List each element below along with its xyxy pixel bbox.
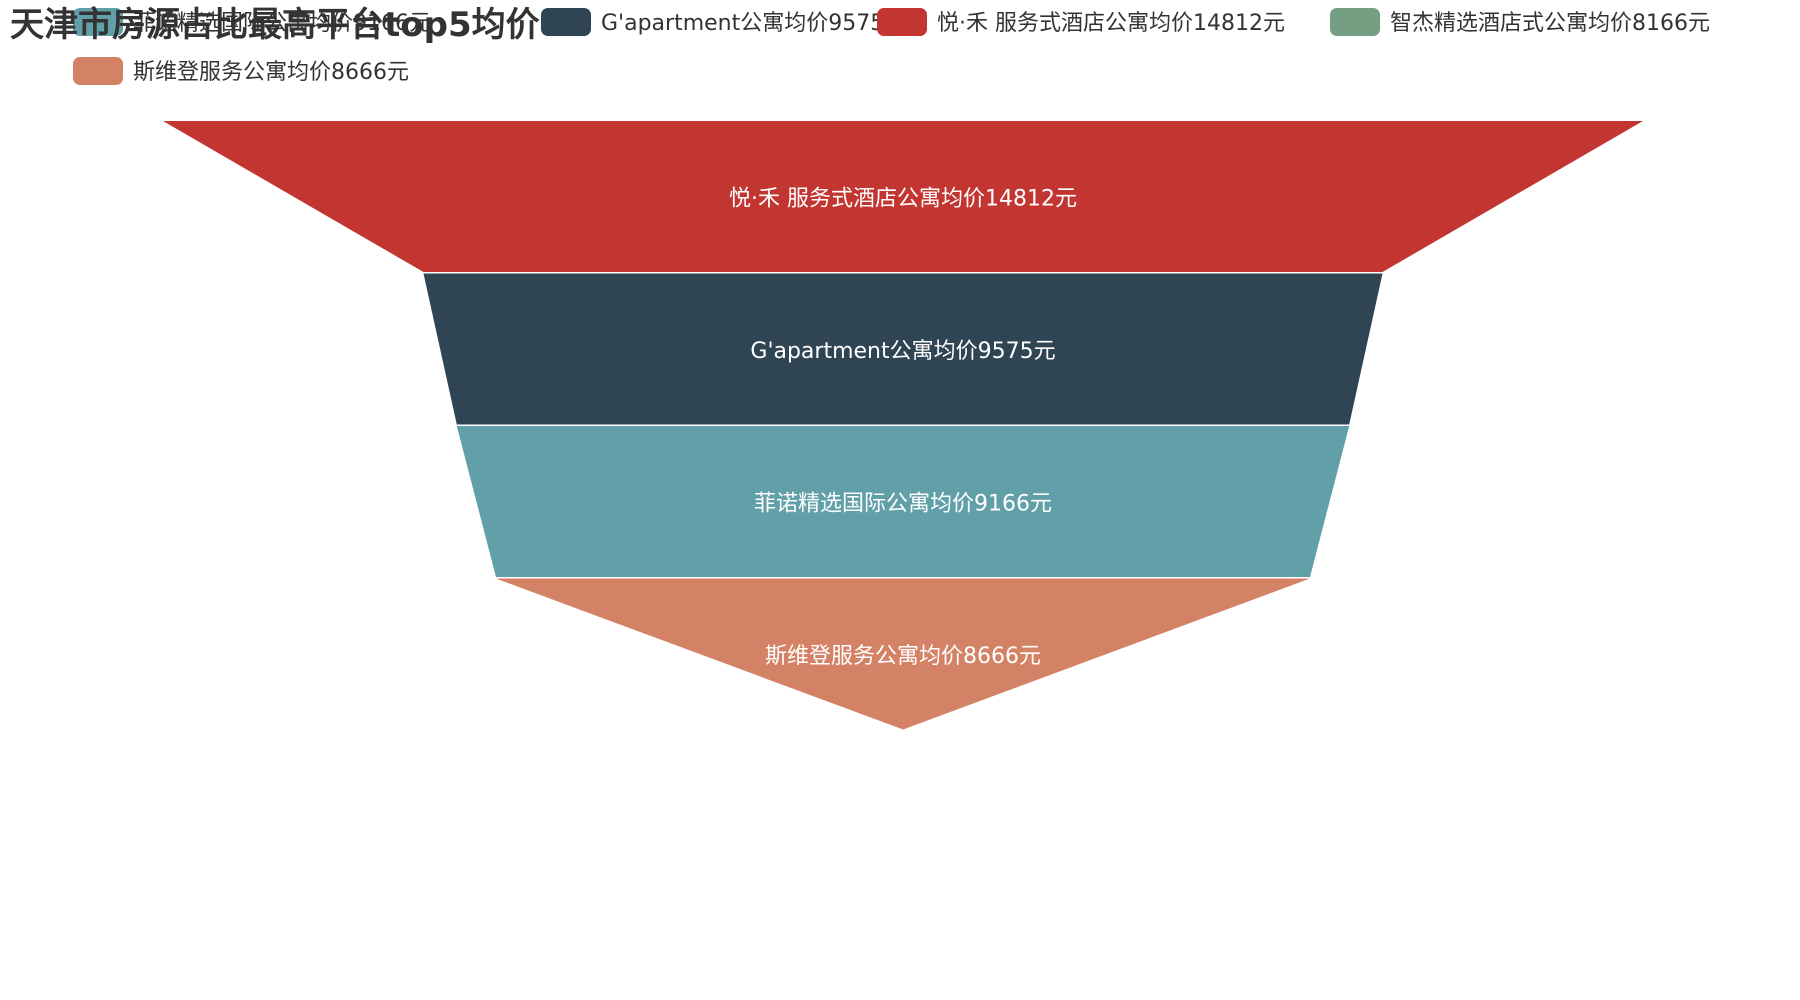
funnel-label-4: 斯维登服务公寓均价8666元 — [765, 644, 1041, 669]
chart-title: 天津市房源占比最高平台top5均价 — [10, 5, 540, 45]
legend-swatch-2[interactable] — [541, 8, 591, 36]
legend-swatch-3[interactable] — [877, 8, 927, 36]
legend-swatch-1[interactable] — [73, 8, 123, 36]
legend-label-1[interactable]: 菲诺精选国际公寓均价9166元 — [133, 11, 431, 36]
funnel-segments — [163, 121, 1643, 730]
legend: 菲诺精选国际公寓均价9166元 G'apartment公寓均价9575元 悦·禾 服… — [73, 8, 1710, 85]
funnel-segment-3[interactable] — [456, 426, 1350, 577]
legend-swatch-4[interactable] — [1330, 8, 1380, 36]
legend-label-5[interactable]: 斯维登服务公寓均价8666元 — [133, 60, 409, 85]
legend-label-3[interactable]: 悦·禾 服务式酒店公寓均价14812元 — [937, 11, 1285, 36]
funnel-label-3: 菲诺精选国际公寓均价9166元 — [754, 491, 1052, 516]
funnel-label-1: 悦·禾 服务式酒店公寓均价14812元 — [729, 186, 1077, 211]
funnel-segment-4[interactable] — [496, 578, 1310, 730]
funnel-segment-1[interactable] — [163, 121, 1643, 272]
funnel-labels: 悦·禾 服务式酒店公寓均价14812元 G'apartment公寓均价9575元菲… — [729, 186, 1077, 821]
funnel-segment-2[interactable] — [423, 273, 1383, 425]
funnel-label-2: G'apartment公寓均价9575元 — [750, 339, 1055, 364]
funnel-label-5: 智杰精选酒店式公寓均价8166元 — [743, 796, 1063, 821]
legend-swatch-5[interactable] — [73, 57, 123, 85]
legend-label-4[interactable]: 智杰精选酒店式公寓均价8166元 — [1390, 11, 1710, 36]
legend-label-2[interactable]: G'apartment公寓均价9575元 — [601, 11, 906, 36]
